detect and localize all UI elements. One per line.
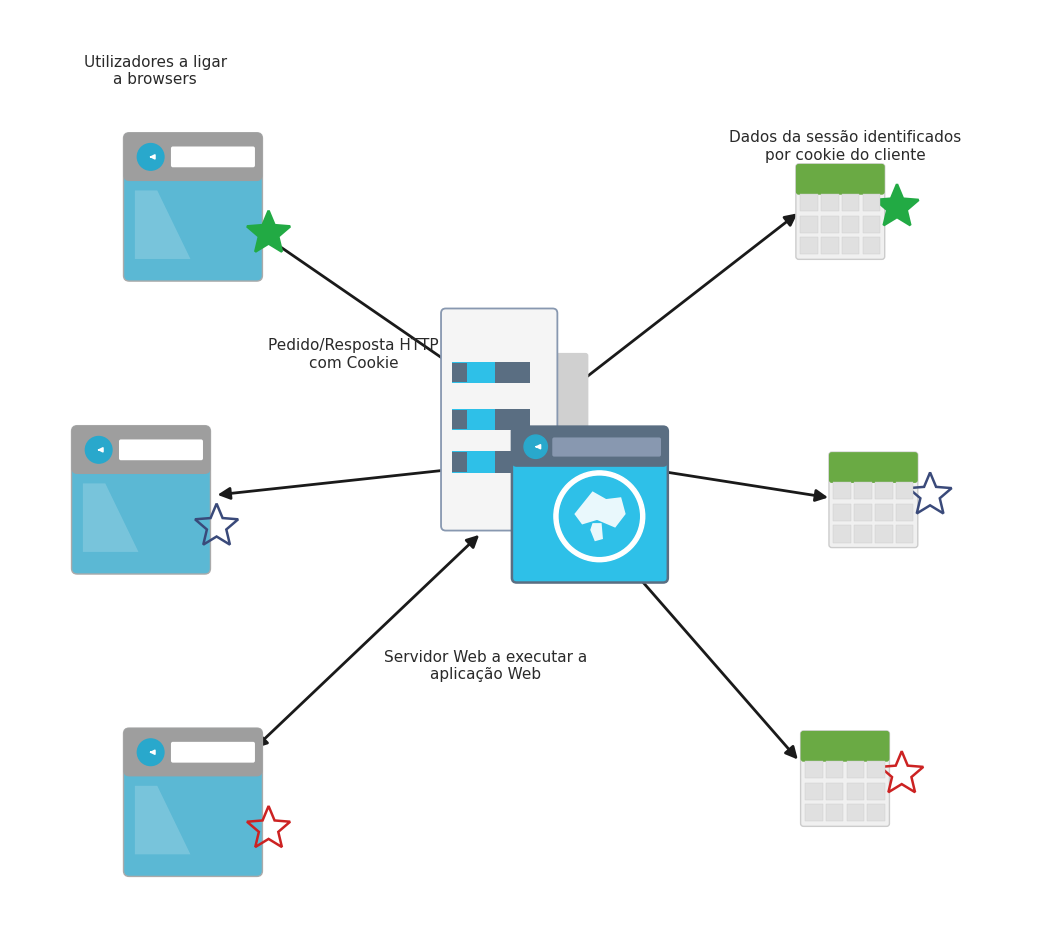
Bar bbox=[863, 216, 880, 233]
Bar bbox=[453, 362, 503, 384]
Bar bbox=[800, 194, 818, 212]
FancyArrowPatch shape bbox=[635, 467, 825, 501]
Bar bbox=[868, 761, 885, 779]
Bar bbox=[453, 452, 503, 473]
Bar bbox=[834, 526, 851, 543]
Bar bbox=[847, 761, 865, 779]
Bar bbox=[868, 783, 885, 800]
FancyBboxPatch shape bbox=[441, 309, 557, 531]
Bar bbox=[826, 804, 843, 821]
FancyBboxPatch shape bbox=[796, 164, 884, 261]
FancyBboxPatch shape bbox=[72, 427, 211, 475]
Bar bbox=[453, 411, 467, 430]
FancyBboxPatch shape bbox=[800, 732, 890, 762]
Bar bbox=[842, 194, 859, 212]
FancyArrowPatch shape bbox=[256, 537, 476, 747]
Bar bbox=[847, 804, 865, 821]
Circle shape bbox=[559, 477, 639, 557]
Bar bbox=[453, 453, 467, 472]
FancyArrowPatch shape bbox=[220, 464, 470, 498]
Polygon shape bbox=[247, 211, 291, 252]
FancyBboxPatch shape bbox=[512, 427, 667, 467]
FancyArrowPatch shape bbox=[606, 540, 796, 757]
Text: Pedido/Resposta HTTP
com Cookie: Pedido/Resposta HTTP com Cookie bbox=[268, 338, 439, 370]
Bar bbox=[77, 432, 204, 469]
Bar bbox=[896, 526, 913, 543]
FancyArrowPatch shape bbox=[99, 448, 103, 452]
Bar bbox=[868, 804, 885, 821]
Bar bbox=[800, 238, 818, 255]
Circle shape bbox=[137, 739, 164, 766]
Polygon shape bbox=[591, 524, 603, 542]
Bar bbox=[854, 482, 872, 500]
Bar bbox=[821, 216, 839, 233]
Bar bbox=[896, 504, 913, 521]
Bar bbox=[863, 194, 880, 212]
Circle shape bbox=[85, 437, 112, 464]
Bar bbox=[800, 216, 818, 233]
Bar bbox=[875, 482, 893, 500]
Bar bbox=[495, 362, 530, 384]
FancyBboxPatch shape bbox=[796, 164, 884, 195]
Polygon shape bbox=[135, 786, 190, 854]
Circle shape bbox=[137, 144, 164, 171]
Bar bbox=[875, 526, 893, 543]
Bar bbox=[517, 432, 663, 463]
Bar bbox=[821, 238, 839, 255]
Bar bbox=[863, 238, 880, 255]
FancyBboxPatch shape bbox=[512, 427, 667, 582]
FancyBboxPatch shape bbox=[525, 353, 589, 508]
Bar bbox=[854, 504, 872, 521]
Bar bbox=[834, 504, 851, 521]
FancyBboxPatch shape bbox=[119, 440, 203, 461]
Polygon shape bbox=[135, 192, 190, 260]
Bar bbox=[495, 452, 530, 473]
FancyArrowPatch shape bbox=[257, 232, 471, 379]
Circle shape bbox=[524, 435, 547, 459]
Bar bbox=[129, 734, 256, 771]
Bar bbox=[842, 238, 859, 255]
FancyBboxPatch shape bbox=[124, 134, 263, 182]
Polygon shape bbox=[875, 185, 919, 226]
FancyBboxPatch shape bbox=[124, 134, 263, 282]
Polygon shape bbox=[83, 484, 138, 552]
Bar bbox=[854, 526, 872, 543]
FancyArrowPatch shape bbox=[151, 750, 155, 754]
Bar bbox=[805, 804, 822, 821]
Bar bbox=[495, 410, 530, 430]
Bar bbox=[834, 482, 851, 500]
Bar bbox=[847, 783, 865, 800]
Bar bbox=[453, 363, 467, 383]
Bar bbox=[129, 139, 256, 177]
Bar bbox=[826, 761, 843, 779]
Polygon shape bbox=[574, 492, 626, 528]
FancyBboxPatch shape bbox=[171, 742, 255, 763]
Bar bbox=[875, 504, 893, 521]
Bar bbox=[821, 194, 839, 212]
Text: Servidor Web a executar a
aplicação Web: Servidor Web a executar a aplicação Web bbox=[384, 649, 588, 682]
Bar bbox=[805, 783, 822, 800]
Bar bbox=[842, 216, 859, 233]
FancyBboxPatch shape bbox=[171, 147, 255, 168]
FancyBboxPatch shape bbox=[552, 438, 661, 457]
Circle shape bbox=[554, 471, 645, 562]
Bar bbox=[805, 761, 822, 779]
FancyArrowPatch shape bbox=[151, 156, 155, 160]
Bar bbox=[831, 456, 914, 480]
Text: Dados da sessão identificados
por cookie do cliente: Dados da sessão identificados por cookie… bbox=[729, 130, 961, 162]
Bar bbox=[453, 410, 503, 430]
Bar bbox=[803, 734, 886, 759]
FancyBboxPatch shape bbox=[124, 729, 263, 876]
FancyBboxPatch shape bbox=[800, 731, 890, 827]
Bar bbox=[826, 783, 843, 800]
Bar bbox=[896, 482, 913, 500]
FancyBboxPatch shape bbox=[124, 729, 263, 777]
FancyArrowPatch shape bbox=[582, 216, 795, 380]
Bar bbox=[798, 168, 882, 193]
FancyArrowPatch shape bbox=[537, 446, 541, 449]
FancyBboxPatch shape bbox=[829, 453, 918, 548]
Text: Utilizadores a ligar
a browsers: Utilizadores a ligar a browsers bbox=[84, 55, 226, 87]
FancyBboxPatch shape bbox=[829, 453, 918, 483]
FancyBboxPatch shape bbox=[72, 427, 211, 574]
